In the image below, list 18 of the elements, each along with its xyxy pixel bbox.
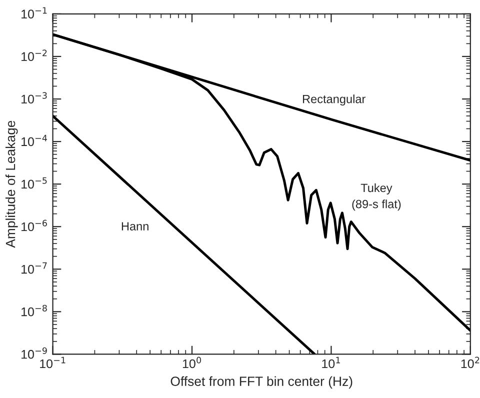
x-tick-label: 10$^{1}$ (322, 356, 340, 368)
y-axis-title: Amplitude of Leakage (5, 120, 18, 248)
y-tick-label: 10$^{−8}$ (22, 304, 47, 316)
y-tick-label: 10$^{−1}$ (22, 7, 47, 18)
series-label: Hann (122, 222, 148, 230)
x-axis-title: Offset from FFT bin center (Hz) (170, 376, 352, 389)
series-label: Tukey (89-s flat) (352, 183, 401, 211)
y-tick-label: 10$^{−6}$ (22, 220, 47, 232)
series-label: Rectangular (302, 94, 366, 106)
y-tick-label: 10$^{−5}$ (22, 177, 47, 189)
y-tick-label: 10$^{−9}$ (22, 347, 47, 359)
x-tick-label: 10$^{0}$ (182, 356, 202, 368)
y-tick-label: 10$^{−3}$ (22, 92, 47, 104)
x-tick-label: 10$^{2}$ (461, 356, 480, 368)
y-tick-label: 10$^{−4}$ (22, 134, 47, 146)
x-tick-label: 10$^{−1}$ (40, 356, 66, 368)
y-tick-label: 10$^{−7}$ (22, 262, 47, 274)
y-tick-label: 10$^{−2}$ (22, 50, 47, 62)
